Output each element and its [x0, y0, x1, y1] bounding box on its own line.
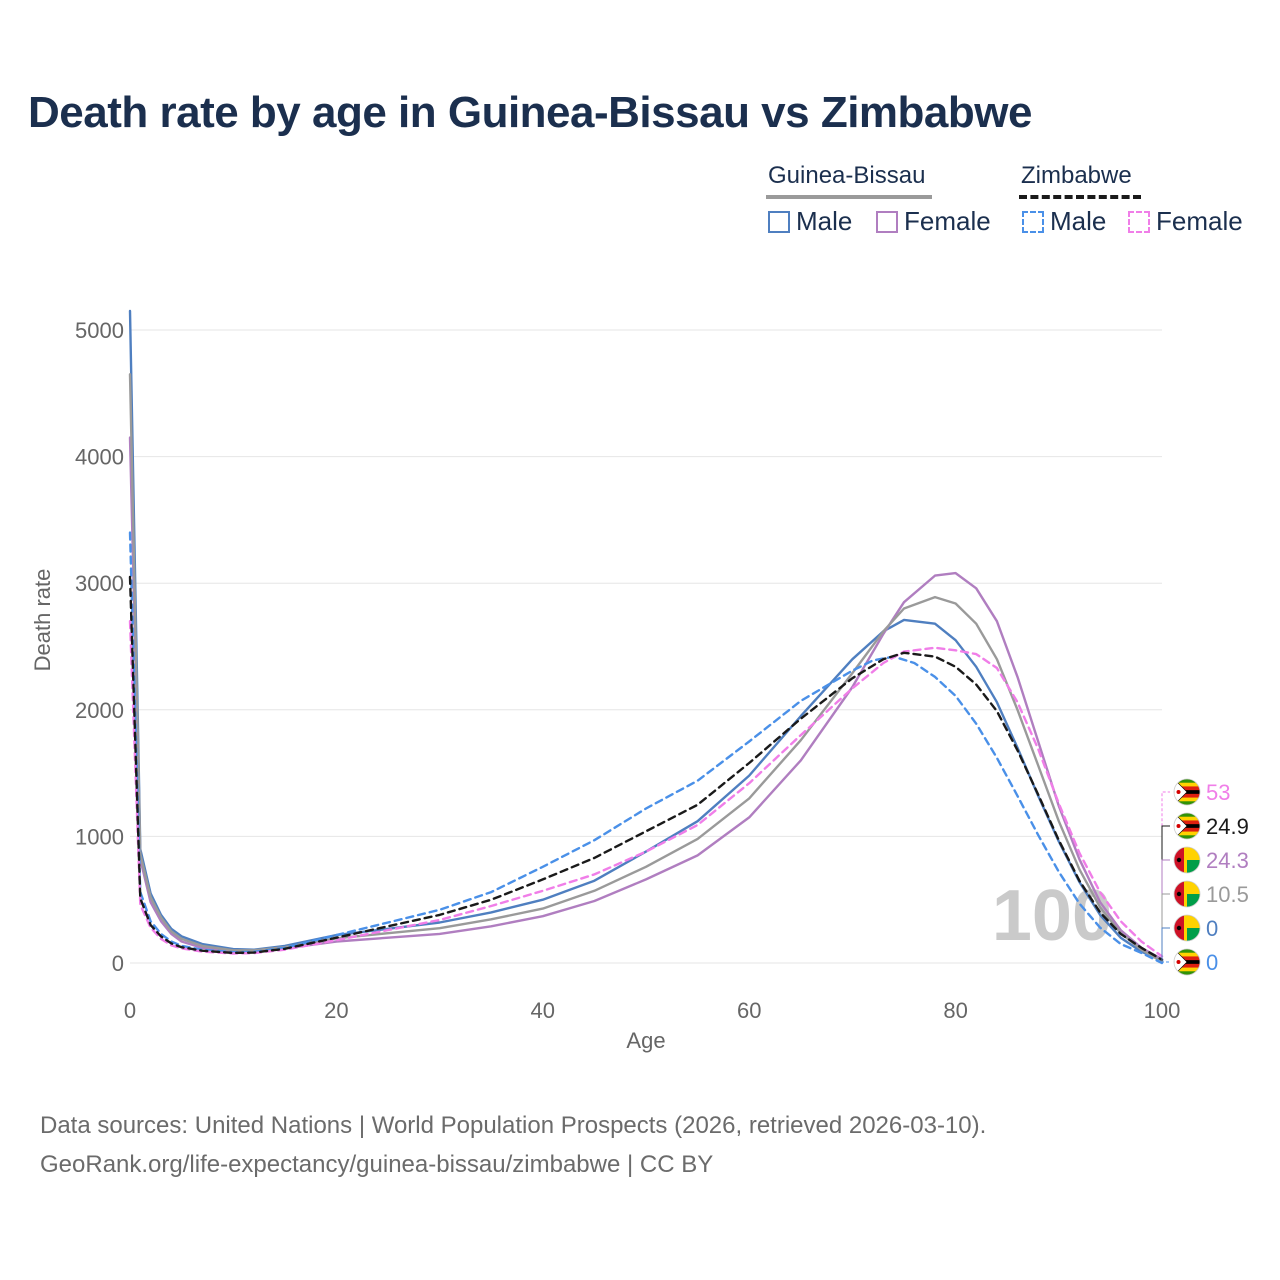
legend-swatch-guinea-bissau-male [768, 210, 790, 233]
series-line-guinea-bissau-both[interactable] [128, 373, 1164, 963]
guinea-bissau-flag-icon [1173, 914, 1201, 942]
legend-swatch-zimbabwe-male [1022, 210, 1044, 233]
legend-item-guinea-bissau-male[interactable]: Male [768, 206, 852, 237]
end-value-label: 53 [1206, 780, 1230, 805]
axes: 0 1000 2000 3000 4000 5000 0 20 40 60 80 100 Age Deat… [30, 318, 1180, 1053]
x-tick-label: 40 [531, 998, 555, 1023]
end-labels: 53 24.9 24.3 10.5 0 0 [1161, 778, 1249, 976]
end-value-label: 0 [1206, 950, 1218, 975]
series-line-guinea-bissau-male[interactable] [128, 309, 1164, 962]
chart-area: 100 0 1000 2000 3000 4000 5000 0 20 40 60 80 100 Age… [30, 309, 1249, 1053]
y-tick-label: 3000 [75, 571, 124, 596]
zimbabwe-flag-icon [1173, 812, 1201, 840]
y-tick-label: 1000 [75, 824, 124, 849]
y-tick-label: 5000 [75, 318, 124, 343]
footer: Data sources: United Nations | World Pop… [40, 1106, 986, 1184]
guinea-bissau-flag-icon [1173, 846, 1201, 874]
series-line-zimbabwe-male[interactable] [128, 531, 1164, 965]
legend-group-guinea-bissau-underline [766, 195, 932, 199]
end-label-connector [1161, 927, 1170, 961]
x-tick-label: 100 [1144, 998, 1181, 1023]
x-tick-label: 80 [943, 998, 967, 1023]
legend-label-guinea-bissau-female: Female [904, 206, 991, 236]
legend-item-guinea-bissau-female[interactable]: Female [876, 206, 991, 237]
end-label-connector [1161, 961, 1170, 963]
series-line-zimbabwe-both[interactable] [128, 575, 1164, 961]
footer-url[interactable]: GeoRank.org/life-expectancy/guinea-bissa… [40, 1151, 714, 1178]
end-value-label: 24.3 [1206, 848, 1249, 873]
footer-source: Data sources: United Nations | World Pop… [40, 1112, 987, 1139]
legend-swatch-guinea-bissau-female [876, 210, 898, 233]
chart-title: Death rate by age in Guinea-Bissau vs Zi… [28, 88, 1032, 137]
end-value-label: 10.5 [1206, 882, 1249, 907]
x-tick-label: 20 [324, 998, 348, 1023]
year-watermark: 100 [992, 876, 1112, 956]
legend-swatch-zimbabwe-female [1128, 210, 1150, 233]
legend-item-zimbabwe-female[interactable]: Female [1128, 206, 1243, 237]
x-tick-label: 60 [737, 998, 761, 1023]
end-value-label: 0 [1206, 916, 1218, 941]
end-value-label: 24.9 [1206, 814, 1249, 839]
legend-group-zimbabwe-underline [1019, 195, 1141, 199]
guinea-bissau-flag-icon [1173, 880, 1201, 908]
legend: Guinea-Bissau Male Female Zimbabwe Male … [0, 162, 1280, 242]
x-tick-label: 0 [124, 998, 136, 1023]
y-tick-label: 0 [112, 951, 124, 976]
legend-label-zimbabwe-male: Male [1050, 206, 1107, 236]
legend-item-zimbabwe-male[interactable]: Male [1022, 206, 1106, 237]
y-tick-label: 4000 [75, 445, 124, 470]
legend-group-zimbabwe[interactable]: Zimbabwe [1021, 162, 1132, 189]
end-label-connector [1161, 825, 1170, 960]
y-tick-label: 2000 [75, 698, 124, 723]
legend-label-guinea-bissau-male: Male [796, 206, 853, 236]
legend-group-guinea-bissau[interactable]: Guinea-Bissau [768, 162, 926, 189]
x-axis-label: Age [626, 1028, 665, 1053]
zimbabwe-flag-icon [1173, 948, 1201, 976]
end-label-connector [1161, 859, 1170, 960]
y-axis-label: Death rate [30, 569, 55, 672]
zimbabwe-flag-icon [1173, 778, 1201, 806]
gridlines [130, 329, 1162, 964]
end-label-connector [1161, 791, 1170, 957]
legend-label-zimbabwe-female: Female [1156, 206, 1243, 236]
series-line-guinea-bissau-female[interactable] [128, 436, 1164, 961]
series-lines [128, 309, 1164, 965]
